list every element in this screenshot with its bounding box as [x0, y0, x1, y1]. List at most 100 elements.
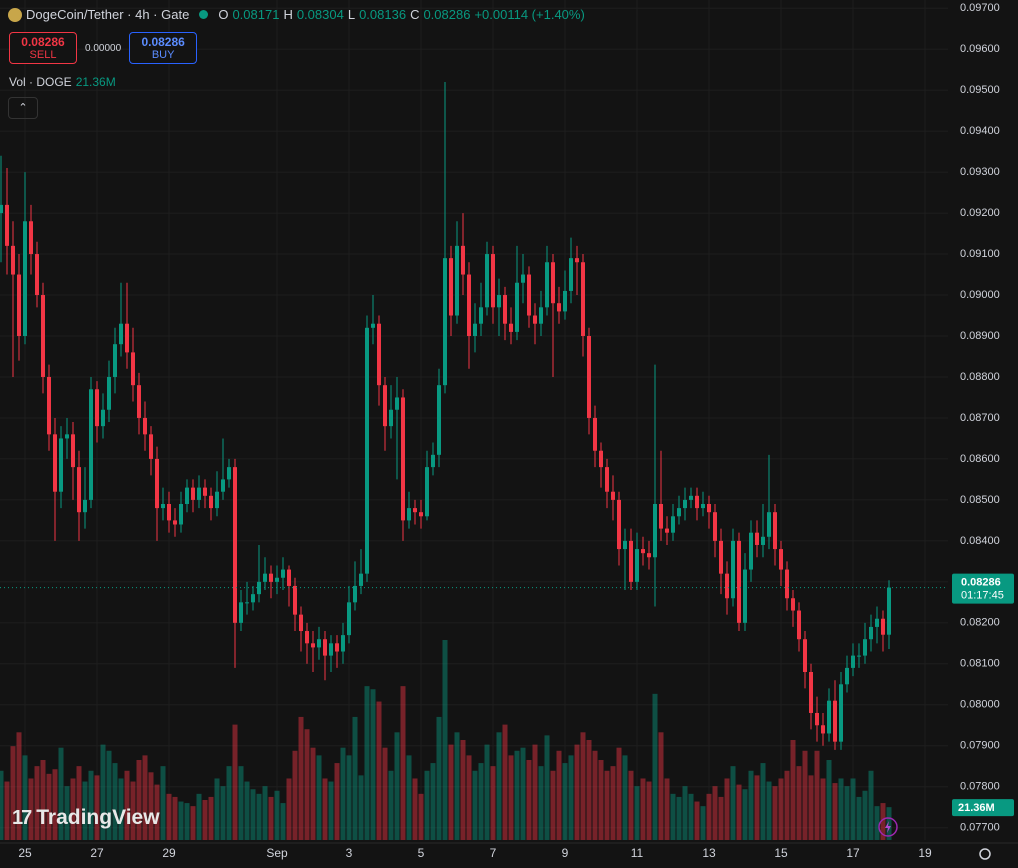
candle-body	[635, 549, 639, 582]
volume-bar	[340, 747, 346, 840]
volume-bar	[250, 789, 256, 840]
price-axis	[948, 0, 1018, 868]
volume-bar	[64, 786, 70, 840]
candle-body	[701, 504, 705, 509]
collapse-button[interactable]: ⌃	[8, 97, 38, 119]
market-status	[199, 10, 209, 19]
candle-body	[389, 409, 393, 427]
spread: 0.00000	[85, 42, 122, 54]
y-tick-label: 0.09200	[960, 207, 1000, 219]
current-price-box	[952, 573, 1014, 604]
volume-bar	[754, 775, 760, 840]
candle-body	[887, 587, 891, 635]
candle-body	[479, 307, 483, 324]
candle-body	[119, 323, 123, 345]
x-tick-label: 15	[774, 846, 788, 860]
x-tick-label: 29	[162, 846, 176, 860]
candle-body	[851, 655, 855, 668]
candle-body	[665, 528, 669, 533]
y-tick-label: 0.07700	[960, 822, 1000, 834]
y-tick-label: 0.07900	[960, 740, 1000, 752]
candle-body	[491, 254, 495, 308]
volume-bar	[634, 786, 640, 840]
volume-bar	[460, 740, 466, 840]
candle-body	[395, 397, 399, 410]
volume-bar	[598, 760, 604, 840]
volume-bar	[748, 770, 754, 840]
candle-body	[527, 274, 531, 316]
volume-bar	[658, 732, 664, 840]
volume-bar	[514, 750, 520, 840]
volume-bar	[178, 801, 184, 840]
volume-bar	[418, 793, 424, 840]
x-tick-label: 11	[631, 846, 644, 860]
y-tick-label: 0.09300	[960, 166, 1000, 178]
volume-bar	[562, 763, 568, 840]
candle-body	[449, 258, 453, 316]
candle-body	[827, 700, 831, 734]
candle-body	[563, 290, 567, 312]
x-tick-label: 19	[918, 846, 932, 860]
volume-bar	[130, 781, 136, 840]
sell-label: SELL	[29, 49, 57, 61]
volume-bar	[166, 793, 172, 840]
candle-body	[797, 610, 801, 640]
volume-bar	[628, 770, 634, 840]
volume-bar	[142, 755, 148, 840]
candle-body	[437, 385, 441, 455]
candle-body	[557, 303, 561, 312]
candle-body	[863, 639, 867, 656]
candle-body	[101, 409, 105, 427]
volume-bar	[100, 744, 106, 840]
volume-bar	[304, 729, 310, 840]
volume-bar	[184, 803, 190, 840]
volume-bar	[268, 796, 274, 840]
volume-bar	[724, 778, 730, 840]
candle-body	[677, 508, 681, 517]
volume-bar	[388, 770, 394, 840]
candle-body	[431, 454, 435, 468]
candle-body	[779, 549, 783, 570]
candle-body	[761, 536, 765, 545]
candle-body	[149, 434, 153, 459]
y-tick-label: 0.09000	[960, 289, 1000, 301]
candle-body	[485, 254, 489, 308]
buy-button[interactable]: 0.08286 BUY	[129, 32, 198, 64]
candle-body	[719, 540, 723, 574]
candle-body	[857, 655, 861, 657]
symbol[interactable]: DogeCoin/Tether · 4h · Gate	[26, 7, 190, 22]
candle-body	[245, 602, 249, 604]
candle-body	[791, 598, 795, 611]
volume-bar	[544, 735, 550, 840]
volume-bar	[322, 778, 328, 840]
volume-bar	[472, 770, 478, 840]
volume-bar	[136, 760, 142, 840]
candle-body	[71, 434, 75, 468]
volume-bar	[802, 750, 808, 840]
y-tick-label: 0.07800	[960, 781, 1000, 793]
volume-bar	[46, 773, 52, 840]
candle-body	[593, 417, 597, 451]
candle-body	[377, 323, 381, 386]
volume-bar	[286, 778, 292, 840]
candle-body	[41, 295, 45, 377]
candle-body	[239, 602, 243, 623]
volume-bar	[586, 740, 592, 840]
x-tick-label: 17	[846, 846, 860, 860]
volume-bar	[424, 770, 430, 840]
candle-body	[551, 262, 555, 304]
y-tick-label: 0.08700	[960, 412, 1000, 424]
countdown: 01:17:45	[961, 589, 1004, 601]
volume-bar	[790, 740, 796, 840]
volume-bar	[76, 766, 82, 840]
candle-body	[743, 569, 747, 623]
volume-bar	[742, 789, 748, 840]
volume-bar	[688, 793, 694, 840]
candle-body	[731, 540, 735, 599]
volume-bar	[124, 770, 130, 840]
candle-body	[143, 417, 147, 435]
y-tick-label: 0.08200	[960, 617, 1000, 629]
volume-bar	[226, 766, 232, 840]
sell-button[interactable]: 0.08286 SELL	[9, 32, 77, 64]
